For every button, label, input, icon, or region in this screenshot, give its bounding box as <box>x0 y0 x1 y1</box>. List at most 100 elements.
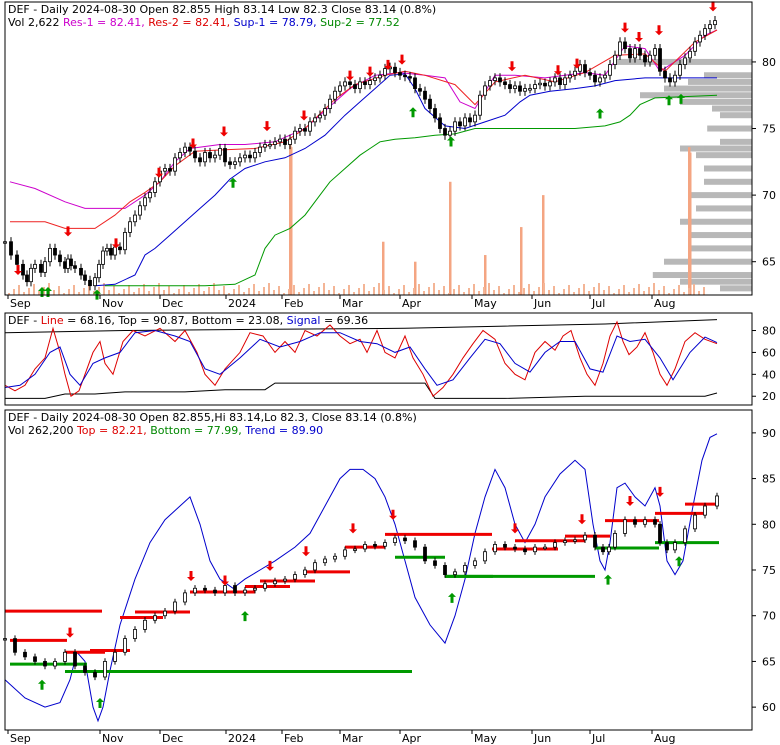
volume-profile-bar-3 <box>664 85 752 92</box>
p1-candle-88 <box>433 108 437 119</box>
volume-tick-1 <box>13 289 15 295</box>
volume-tick-46 <box>238 285 240 295</box>
volume-tick-59 <box>303 288 305 295</box>
p1-candle-91 <box>448 130 452 136</box>
p3-candle-73 <box>715 495 719 507</box>
volume-tick-25 <box>133 292 135 295</box>
volume-profile-bar-4 <box>640 92 752 99</box>
up-arrow-3 <box>448 592 456 603</box>
p1-candle-65 <box>318 114 322 119</box>
p3-candle-15 <box>153 615 157 621</box>
p3-candle-53 <box>533 546 537 553</box>
p1-candle-60 <box>293 130 297 140</box>
p1-candle-120 <box>593 74 597 83</box>
volume-profile-bar-2 <box>688 78 752 85</box>
volume-tick-71 <box>363 284 365 295</box>
price-header-line1-part-0: DEF - Daily 2024-08-30 Open 82.855 High … <box>8 3 436 16</box>
volume-tick-9 <box>53 290 55 295</box>
osc-header-part-2: = 68.16, Top = 90.87, Bottom = 23.08, <box>64 314 287 327</box>
volume-tick-26 <box>138 288 140 295</box>
volume-tick-135 <box>683 292 685 295</box>
volume-tick-18 <box>98 287 100 295</box>
p1-candle-59 <box>288 138 292 145</box>
volume-tick-138 <box>698 291 700 295</box>
p3-candle-56 <box>563 540 567 543</box>
p1-candle-28 <box>133 214 137 223</box>
p3-candle-69 <box>673 542 677 551</box>
up-arrow-8 <box>677 93 685 104</box>
price-yaxis-tick-label-2: 75 <box>762 123 776 136</box>
volume-bar-5 <box>520 227 523 295</box>
volume-tick-48 <box>248 288 250 295</box>
volume-tick-86 <box>438 290 440 295</box>
trend-xlabel-4: Feb <box>284 732 303 745</box>
volume-tick-115 <box>583 284 585 295</box>
volume-tick-112 <box>568 285 570 295</box>
volume-tick-10 <box>58 286 60 295</box>
volume-tick-109 <box>553 286 555 295</box>
price-xlabel-7: May <box>474 297 497 310</box>
volume-tick-58 <box>298 292 300 295</box>
down-arrow-0 <box>66 627 74 638</box>
volume-tick-12 <box>68 289 70 295</box>
p1-candle-93 <box>458 121 462 127</box>
volume-tick-114 <box>578 288 580 295</box>
volume-bar-7 <box>484 255 487 295</box>
trend-yaxis-tick-label-1: 65 <box>762 655 776 668</box>
p3-candle-26 <box>263 583 267 589</box>
p3-candle-59 <box>593 534 597 548</box>
volume-tick-139 <box>703 287 705 295</box>
p1-candle-19 <box>93 277 97 287</box>
price-header-line2-part-3: Sup-1 = 78.79, <box>230 16 317 29</box>
p1-candle-121 <box>598 77 602 83</box>
volume-profile-bar-20 <box>652 272 752 279</box>
p1-candle-10 <box>53 247 57 256</box>
p1-candle-118 <box>583 64 587 73</box>
up-arrow-5 <box>675 556 683 567</box>
p3-candle-27 <box>273 580 277 585</box>
volume-bar-1 <box>290 147 293 295</box>
p3-candle-52 <box>523 548 527 553</box>
osc-bottom-line <box>5 382 718 399</box>
p1-candle-43 <box>208 152 212 159</box>
p1-candle-97 <box>478 94 482 116</box>
volume-tick-132 <box>668 293 670 295</box>
down-arrow-8 <box>578 514 586 525</box>
p3-candle-23 <box>233 585 237 594</box>
price-yaxis-tick-label-0: 65 <box>762 256 776 269</box>
p3-candle-42 <box>423 546 427 562</box>
p1-candle-68 <box>333 90 337 100</box>
p3-candle-35 <box>353 548 357 551</box>
down-arrow-10 <box>656 486 664 497</box>
volume-bar-3 <box>449 181 452 295</box>
volume-tick-136 <box>688 288 690 295</box>
volume-tick-60 <box>308 284 310 295</box>
p1-candle-73 <box>358 81 362 89</box>
volume-tick-42 <box>218 290 220 295</box>
volume-tick-98 <box>498 286 500 295</box>
p3-candle-45 <box>453 571 457 575</box>
volume-tick-53 <box>273 290 275 295</box>
volume-tick-39 <box>203 291 205 295</box>
p1-candle-105 <box>518 85 522 92</box>
volume-tick-82 <box>418 284 420 295</box>
p3-candle-3 <box>33 656 37 662</box>
p1-candle-119 <box>588 72 592 76</box>
p3-candle-13 <box>133 629 137 639</box>
p1-candle-89 <box>438 117 442 129</box>
p1-candle-38 <box>183 146 187 153</box>
p3-candle-57 <box>573 539 577 542</box>
p1-candle-36 <box>173 157 177 172</box>
p1-candle-16 <box>79 267 83 276</box>
p1-candle-32 <box>153 181 157 193</box>
up-arrow-7 <box>665 95 673 106</box>
p1-candle-41 <box>198 157 202 163</box>
up-arrow-0 <box>38 679 46 690</box>
p3-candle-46 <box>463 565 467 573</box>
p3-candle-65 <box>643 519 647 525</box>
volume-tick-3 <box>23 292 25 295</box>
trend-header-line2: Vol 262,200 Top = 82.21, Bottom = 77.99,… <box>8 424 323 437</box>
volume-tick-44 <box>228 293 230 295</box>
volume-tick-118 <box>598 283 600 295</box>
price-header-line1: DEF - Daily 2024-08-30 Open 82.855 High … <box>8 3 436 16</box>
